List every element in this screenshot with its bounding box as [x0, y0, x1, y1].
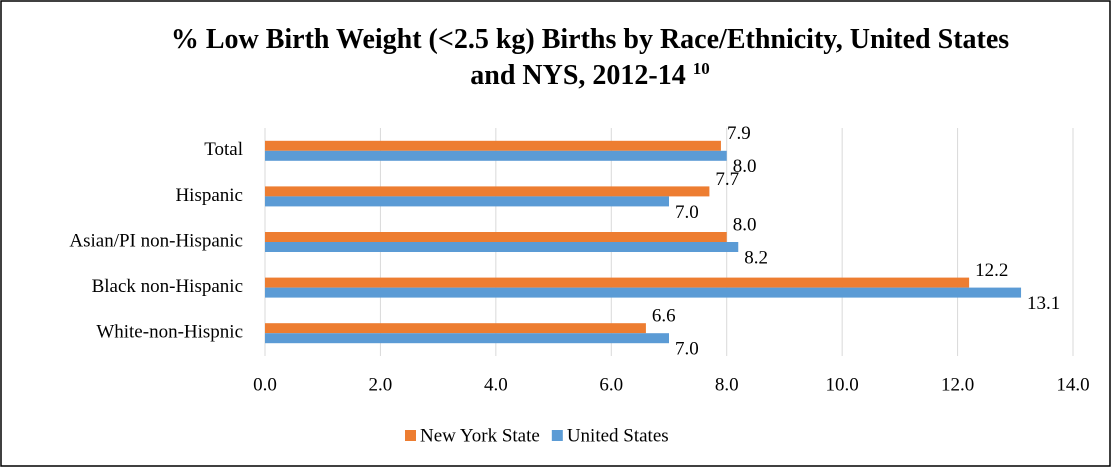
y-tick-label: Total	[204, 139, 243, 160]
x-tick-label: 2.0	[369, 374, 393, 395]
y-tick-label: Asian/PI non-Hispanic	[69, 230, 243, 251]
value-label: 6.6	[652, 306, 676, 327]
value-label: 8.0	[733, 214, 757, 235]
title-superscript: 10	[692, 59, 710, 78]
value-label: 7.7	[715, 169, 739, 190]
x-tick-label: 12.0	[941, 374, 974, 395]
legend-swatch	[405, 430, 416, 441]
bar	[265, 333, 669, 344]
y-tick-label: Hispanic	[175, 185, 243, 206]
x-tick-label: 4.0	[484, 374, 508, 395]
x-tick-label: 14.0	[1056, 374, 1089, 395]
bar	[265, 186, 710, 197]
chart-title: % Low Birth Weight (<2.5 kg) Births by R…	[170, 24, 1010, 91]
value-label: 8.0	[733, 156, 757, 177]
bar	[265, 277, 970, 288]
x-tick-label: 8.0	[715, 374, 739, 395]
bar	[265, 287, 1022, 298]
value-label: 8.2	[744, 247, 768, 268]
legend-label: New York State	[420, 425, 540, 446]
bar	[265, 196, 669, 207]
x-tick-label: 10.0	[826, 374, 859, 395]
x-tick-label: 6.0	[599, 374, 623, 395]
bar	[265, 323, 646, 334]
y-tick-label: White-non-Hispnic	[96, 322, 243, 343]
y-tick-label: Black non-Hispanic	[92, 276, 243, 297]
x-tick-label: 0.0	[253, 374, 277, 395]
value-label: 7.9	[727, 123, 751, 144]
bar	[265, 140, 721, 151]
value-label: 12.2	[975, 260, 1008, 281]
bar	[265, 232, 727, 242]
value-label: 13.1	[1027, 293, 1060, 314]
value-label: 7.0	[675, 339, 699, 360]
legend-swatch	[551, 430, 563, 441]
value-label: 7.0	[675, 202, 699, 223]
legend-label: United States	[567, 425, 669, 446]
bar	[265, 242, 739, 252]
bar	[265, 150, 727, 161]
chart-title-box: % Low Birth Weight (<2.5 kg) Births by R…	[150, 22, 1030, 94]
